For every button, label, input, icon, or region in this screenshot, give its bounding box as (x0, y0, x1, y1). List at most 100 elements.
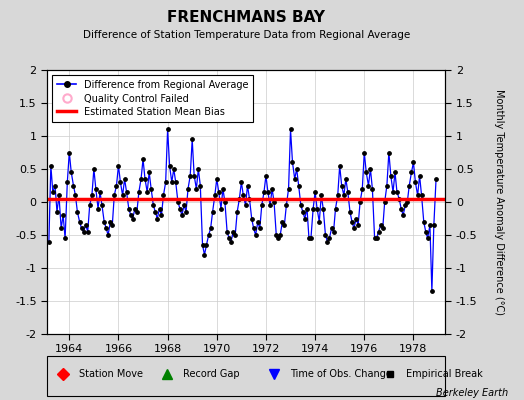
Point (380, 199, 389, 205)
Point (393, 189, 401, 195)
Point (348, 218, 356, 225)
Point (315, 218, 323, 225)
Point (383, 182, 391, 189)
Point (337, 182, 346, 189)
Point (247, 215, 256, 222)
Point (321, 232, 330, 238)
Point (214, 189, 223, 195)
Point (75, 218, 84, 225)
Point (153, 215, 161, 222)
Point (319, 206, 328, 212)
Point (221, 199, 229, 205)
Point (55, 192, 63, 199)
Point (65, 149, 73, 156)
Legend: Difference from Regional Average, Quality Control Failed, Estimated Station Mean: Difference from Regional Average, Qualit… (52, 75, 254, 122)
Point (188, 136, 196, 142)
Point (118, 192, 127, 199)
Point (249, 225, 258, 232)
Point (145, 169, 154, 176)
Point (237, 179, 246, 185)
Point (219, 186, 227, 192)
Point (264, 189, 272, 195)
Text: FRENCHMANS BAY: FRENCHMANS BAY (167, 10, 325, 25)
Point (192, 186, 201, 192)
Point (63, 179, 71, 185)
Point (395, 196, 403, 202)
Point (47, 162, 55, 169)
Point (100, 218, 108, 225)
Point (344, 189, 352, 195)
Point (125, 206, 133, 212)
Point (360, 149, 368, 156)
Point (352, 215, 361, 222)
Point (157, 212, 166, 218)
Point (364, 182, 373, 189)
Point (270, 199, 278, 205)
Point (243, 182, 252, 189)
Point (206, 225, 215, 232)
Point (417, 192, 425, 199)
Point (127, 212, 135, 218)
Point (346, 209, 354, 215)
Point (213, 176, 221, 182)
Point (231, 232, 239, 238)
Point (53, 209, 61, 215)
Point (174, 199, 182, 205)
Point (258, 202, 266, 208)
Text: Empirical Break: Empirical Break (406, 369, 482, 379)
Point (307, 235, 315, 242)
Point (430, 222, 438, 228)
Point (194, 166, 203, 172)
Point (88, 192, 96, 199)
Point (425, 222, 434, 228)
Point (420, 218, 428, 225)
Point (168, 179, 176, 185)
Point (387, 172, 395, 179)
Point (292, 166, 301, 172)
Point (305, 235, 313, 242)
Point (301, 215, 309, 222)
Point (297, 202, 305, 208)
Point (330, 228, 338, 235)
Point (121, 176, 129, 182)
Point (85, 202, 94, 208)
Point (94, 206, 102, 212)
Point (59, 212, 67, 218)
Point (186, 172, 194, 179)
Point (309, 206, 318, 212)
Point (286, 126, 294, 132)
Point (294, 182, 303, 189)
Point (340, 192, 348, 199)
Point (260, 189, 268, 195)
Point (225, 235, 233, 242)
Text: Record Gap: Record Gap (182, 369, 239, 379)
Point (362, 169, 370, 176)
Text: Difference of Station Temperature Data from Regional Average: Difference of Station Temperature Data f… (83, 30, 410, 40)
Point (198, 242, 206, 248)
Point (204, 232, 213, 238)
Point (137, 176, 145, 182)
Point (143, 189, 151, 195)
Point (217, 206, 225, 212)
Point (178, 212, 186, 218)
Point (104, 232, 112, 238)
Point (135, 189, 143, 195)
Point (82, 222, 90, 228)
Point (413, 192, 422, 199)
Point (323, 238, 332, 245)
Point (96, 189, 104, 195)
Point (49, 189, 57, 195)
Point (147, 186, 155, 192)
Point (159, 192, 168, 199)
Point (262, 172, 270, 179)
Point (334, 192, 342, 199)
Point (350, 225, 358, 232)
Point (155, 206, 163, 212)
Y-axis label: Monthly Temperature Anomaly Difference (°C): Monthly Temperature Anomaly Difference (… (494, 89, 504, 315)
Point (90, 166, 98, 172)
Point (123, 189, 131, 195)
Point (112, 182, 121, 189)
Point (252, 232, 260, 238)
Point (374, 228, 383, 235)
Point (288, 159, 297, 166)
